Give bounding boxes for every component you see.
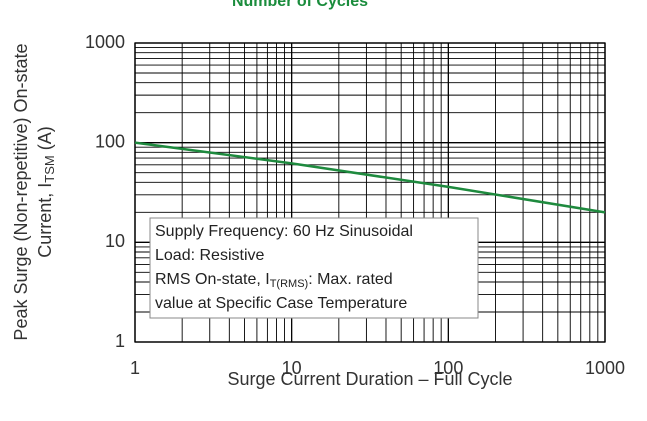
annotation-text: : Max. rated xyxy=(308,271,392,288)
x-tick-label: 1 xyxy=(130,358,140,378)
annotation-line: Supply Frequency: 60 Hz Sinusoidal xyxy=(155,223,413,240)
x-tick-label: 100 xyxy=(433,358,463,378)
y-tick-label: 1000 xyxy=(85,32,125,52)
y-label-line: Peak Surge (Non-repetitive) On-state xyxy=(11,43,31,340)
annotation-line: RMS On-state, IT(RMS): Max. rated xyxy=(155,271,393,290)
annotation-sub: T(RMS) xyxy=(270,278,309,290)
y-tick-label: 10 xyxy=(105,231,125,251)
y-label-sub: TSM xyxy=(42,155,57,182)
plot-frame xyxy=(134,42,606,343)
x-axis-label: Surge Current Duration – Full Cycle xyxy=(227,369,512,389)
annotation-box xyxy=(149,217,479,319)
x-tick-label: 10 xyxy=(282,358,302,378)
y-tick-label: 1 xyxy=(115,331,125,351)
y-label-text: (A) xyxy=(35,126,55,155)
annotation-line: Load: Resistive xyxy=(155,247,264,264)
y-axis-label: Peak Surge (Non-repetitive) On-state Cur… xyxy=(11,43,58,340)
x-tick-label: 1000 xyxy=(585,358,625,378)
annotation-line: value at Specific Case Temperature xyxy=(155,295,407,312)
y-tick-label: 100 xyxy=(95,131,125,151)
y-label-line: Current, ITSM (A) xyxy=(35,126,58,257)
chart-title: Number of Cycles xyxy=(232,0,368,10)
y-label-text: Current, I xyxy=(35,183,55,258)
annotation-text: RMS On-state, I xyxy=(155,271,270,288)
data-line xyxy=(134,141,606,214)
